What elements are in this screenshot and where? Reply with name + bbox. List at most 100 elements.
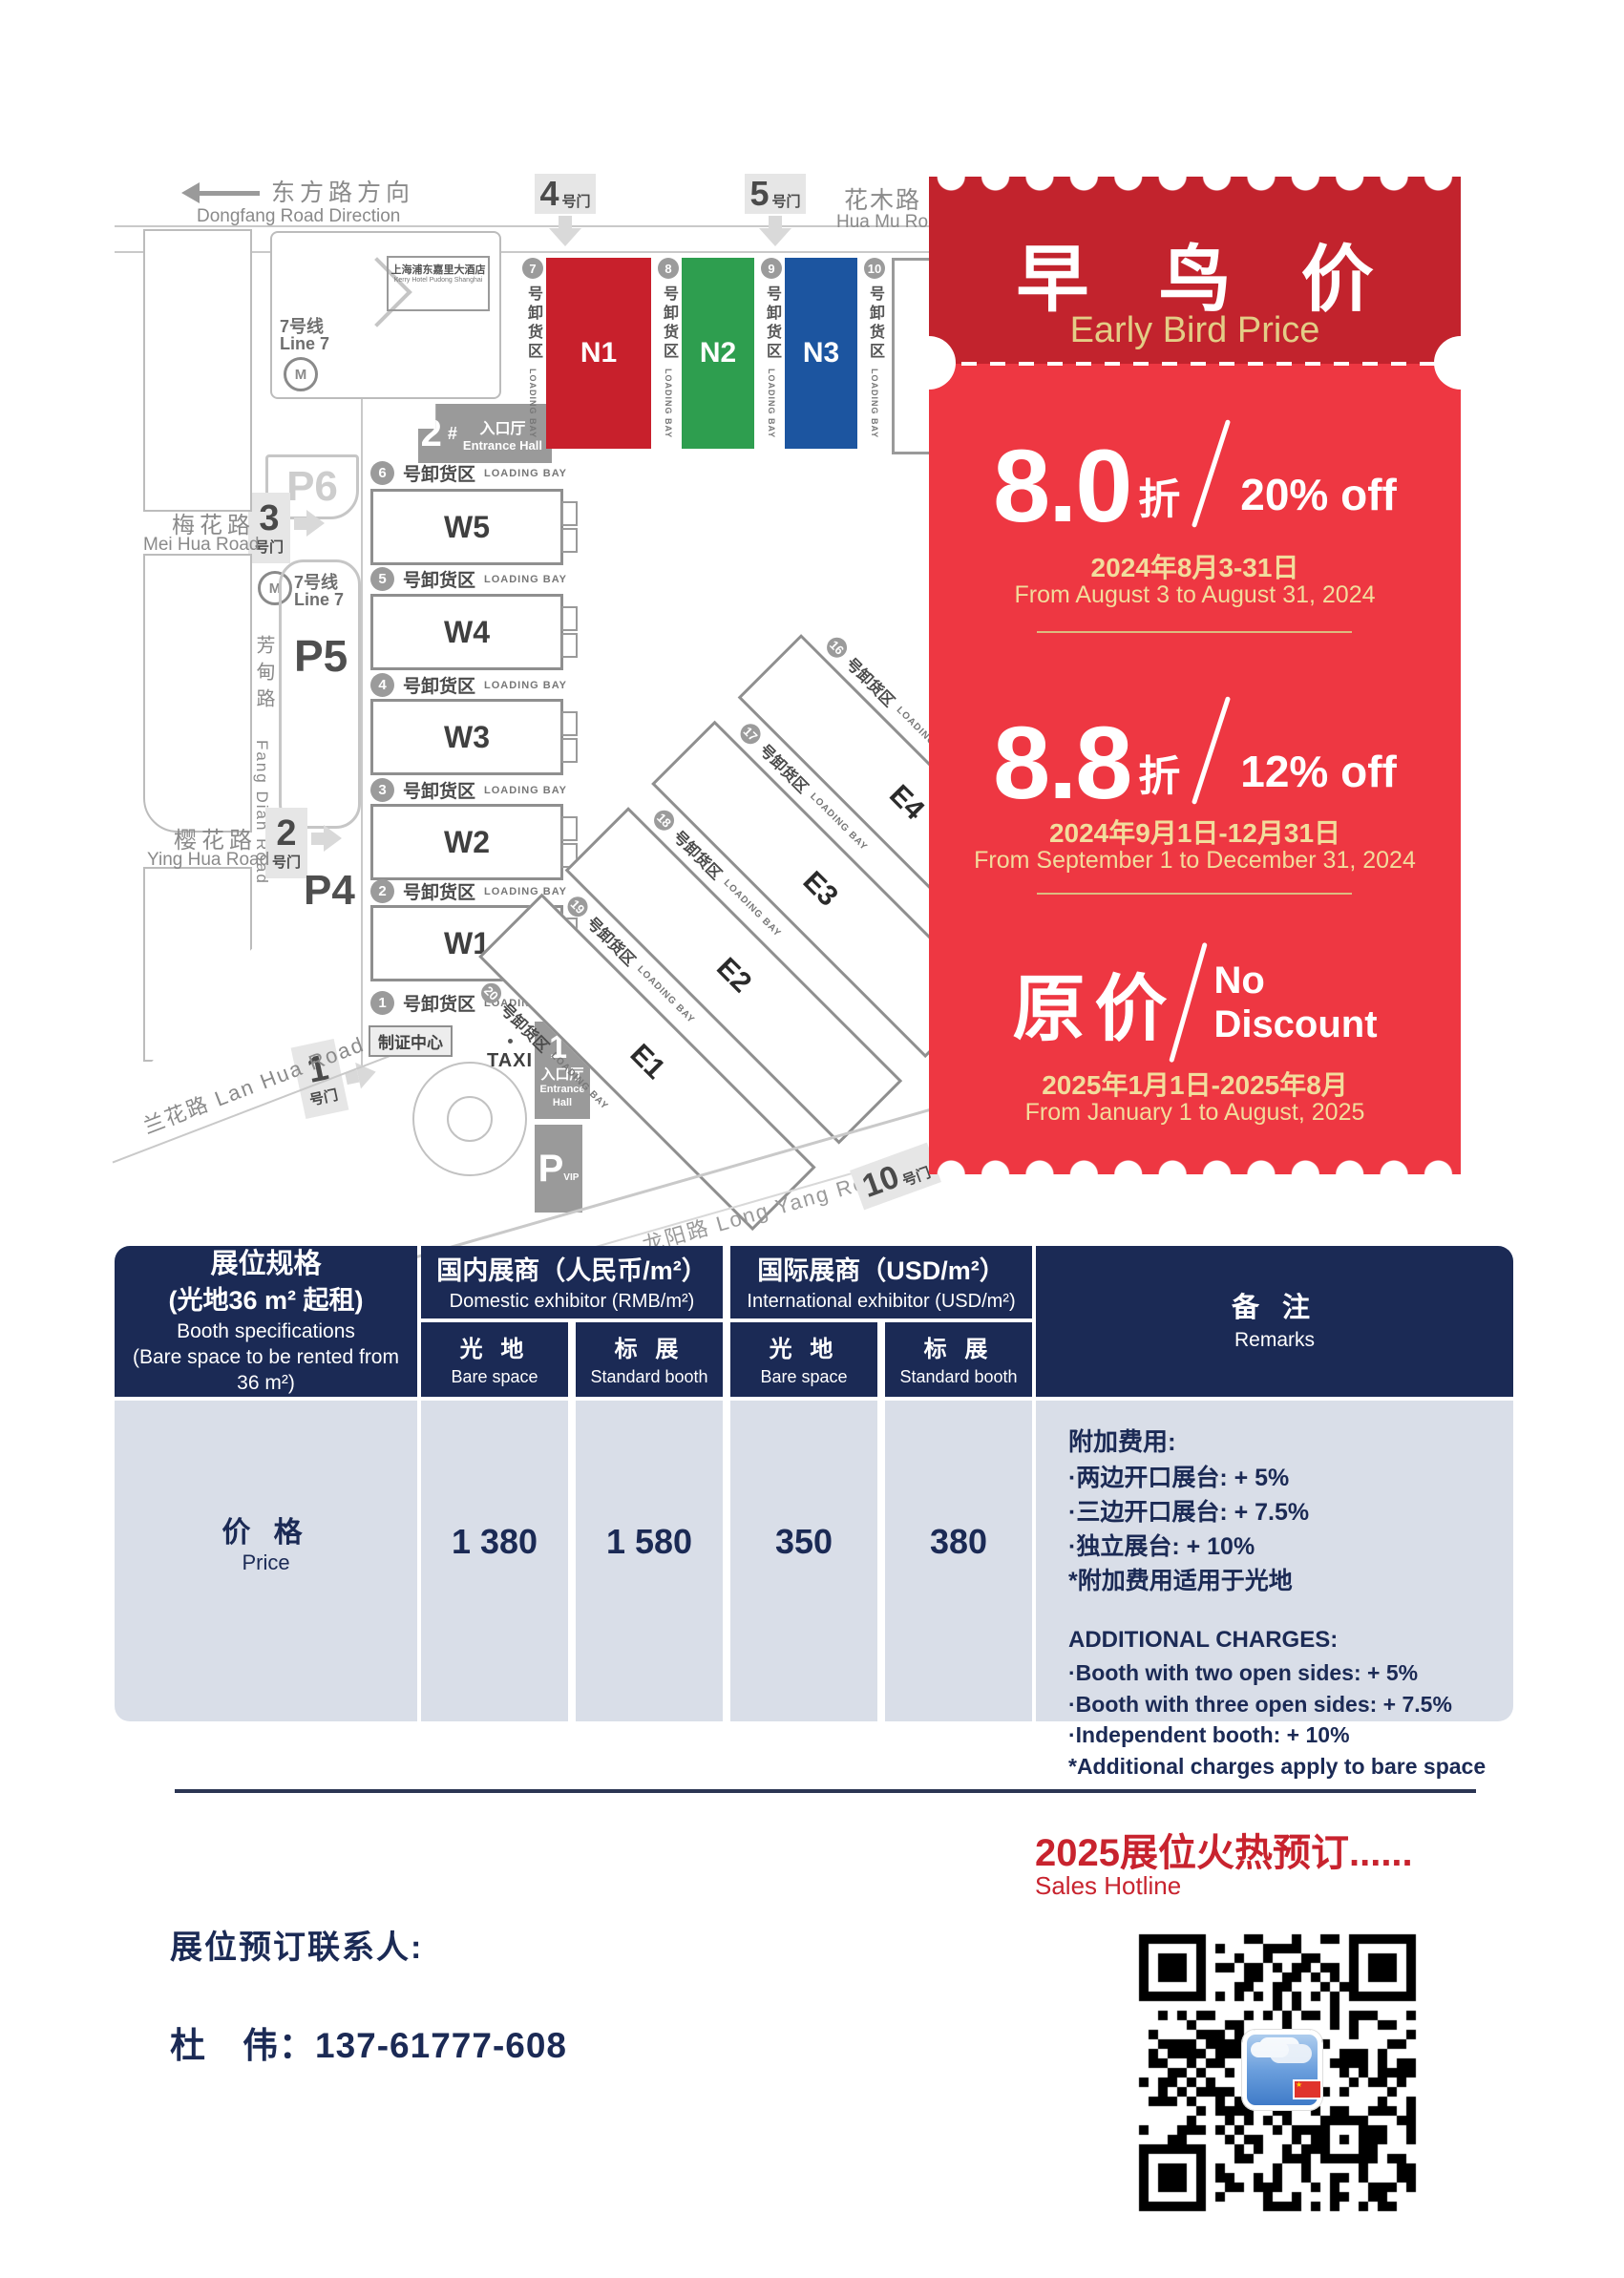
bay-3-number: 3	[370, 778, 394, 802]
bay-4-label-en: LOADING BAY	[484, 679, 568, 691]
tier2-date-cn: 2024年9月1日-12月31日	[1048, 818, 1341, 848]
badge-center-box: 制证中心	[369, 1025, 453, 1057]
metro2-line7-cn: 7号线	[294, 573, 339, 592]
bay-19-number: 19	[563, 892, 593, 921]
tier2-date-en: From September 1 to December 31, 2024	[974, 847, 1416, 874]
tier3-date-cn: 2025年1月1日-2025年8月	[1042, 1070, 1348, 1100]
tier2-discount: 12% off	[1240, 747, 1397, 796]
bay-7-label-cn: 号卸货区	[525, 285, 541, 362]
contact-label: 展位预订联系人:	[170, 1930, 424, 1966]
contact-name: 杜 伟：	[170, 2026, 315, 2065]
city-block-b	[143, 554, 252, 833]
bay-2-label-en: LOADING BAY	[484, 885, 568, 897]
pricing-table: 展位规格 (光地36 m² 起租) Booth specifications (…	[115, 1246, 1513, 1779]
bay-2-number: 2	[370, 879, 394, 903]
road-label-meihua-en: Mei Hua Road	[143, 535, 260, 555]
loading-bay-10: 10 号卸货区 LOADING BAY	[861, 258, 888, 438]
bay-6-label-en: LOADING BAY	[484, 467, 568, 479]
metro-line7-en: Line 7	[280, 334, 330, 353]
addl-en-3: ·Independent booth: + 10%	[1068, 1722, 1350, 1748]
tier3-row: 原价 No Discount	[929, 940, 1461, 1065]
bay-8-number: 8	[658, 258, 679, 279]
bay-9-label-en: LOADING BAY	[767, 369, 776, 439]
road-label-dongfang-cn: 东方路方向	[271, 179, 415, 206]
bay-10-label-en: LOADING BAY	[870, 369, 879, 439]
intl-bare-cn: 光 地	[769, 1336, 839, 1362]
taxi-dot	[508, 1039, 513, 1044]
loading-bay-2: 2 号卸货区 LOADING BAY	[370, 878, 567, 904]
tier1-rate-row: 8.0 折 20% off	[929, 417, 1461, 538]
entrance-2-hash: #	[447, 423, 457, 443]
city-block-a	[143, 229, 252, 512]
price-intl-bare: 350	[730, 1401, 877, 1721]
addl-cn-title: 附加费用:	[1068, 1427, 1176, 1456]
domestic-en: Domestic exhibitor (RMB/m²)	[449, 1290, 695, 1312]
road-label-yinghua-cn: 樱花路	[174, 828, 257, 854]
contact-phone: 137-61777-608	[315, 2026, 567, 2065]
bay-1-label-cn: 号卸货区	[403, 995, 476, 1015]
bay-10-label-cn: 号卸货区	[867, 285, 883, 362]
tier2-rate: 8.8	[993, 705, 1132, 821]
qr-center-logo: ★	[1242, 2030, 1322, 2110]
addl-cn-1: ·两边开口展台: + 5%	[1068, 1465, 1290, 1491]
bay-2-label-cn: 号卸货区	[403, 883, 476, 903]
header-international: 国际展商（USD/m²） International exhibitor (US…	[730, 1246, 1032, 1318]
entrance-1-en: Entrance Hall	[539, 1084, 585, 1108]
bay-17-number: 17	[736, 719, 766, 749]
road-label-huamu-cn: 花木路	[844, 187, 922, 214]
gate-10: 10 号门	[850, 1142, 941, 1211]
city-block-c	[143, 867, 252, 1062]
parking-vip-sub: VIP	[563, 1171, 580, 1183]
intl-bare-en: Bare space	[760, 1366, 848, 1386]
qr-logo-flag-icon: ★	[1295, 2081, 1320, 2098]
lanhua-road-line	[112, 1038, 434, 1164]
loading-bay-8: 8 号卸货区 LOADING BAY	[655, 258, 682, 438]
inner-road-line	[361, 254, 363, 1075]
hall-n1: N1	[546, 258, 651, 449]
addl-en-1: ·Booth with two open sides: + 5%	[1068, 1660, 1419, 1685]
intl-en: International exhibitor (USD/m²)	[747, 1290, 1016, 1312]
gate-4-number: 4	[539, 174, 559, 213]
header-dom-standard: 标 展 Standard booth	[576, 1322, 723, 1397]
intl-std-en: Standard booth	[899, 1366, 1018, 1386]
bay-10-number: 10	[864, 258, 885, 279]
gate-2-number: 2	[276, 812, 297, 854]
ticket-title-en: Early Bird Price	[1069, 310, 1320, 350]
gate-10-number: 10	[857, 1158, 904, 1205]
bay-8-label-en: LOADING BAY	[664, 369, 673, 439]
dom-bare-en: Bare space	[451, 1366, 538, 1386]
header-intl-bare: 光 地 Bare space	[730, 1322, 877, 1397]
remarks-cn: 备 注	[1231, 1292, 1318, 1323]
metro-line7-cn: 7号线	[280, 317, 325, 336]
sales-headline: 2025展位火热预订......	[1035, 1832, 1413, 1874]
header-remarks: 备 注 Remarks	[1036, 1246, 1513, 1397]
roundabout-center	[447, 1096, 493, 1142]
hotel-name-en: Kerry Hotel Pudong Shanghai	[393, 277, 483, 284]
hotel-label-box: 上海浦东嘉里大酒店 Kerry Hotel Pudong Shanghai	[387, 256, 490, 311]
addl-en-title: ADDITIONAL CHARGES:	[1068, 1627, 1339, 1653]
west-arrow-icon	[181, 182, 260, 203]
bay-9-number: 9	[761, 258, 782, 279]
ticket-header	[929, 177, 1461, 364]
ticket-notch-left	[902, 336, 956, 390]
remarks-en: Remarks	[1234, 1328, 1315, 1351]
entrance-2-number: 2	[420, 412, 442, 454]
header-domestic: 国内展商（人民币/m²） Domestic exhibitor (RMB/m²)	[421, 1246, 723, 1318]
ticket-notch-right	[1434, 336, 1487, 390]
tier2-slash	[1192, 696, 1232, 805]
bay-7-number: 7	[522, 258, 543, 279]
gate-4-suffix: 号门	[561, 193, 591, 210]
venue-map: 东方路方向 Dongfang Road Direction 4 号门 5 号门 …	[112, 115, 1076, 1293]
addl-en-2: ·Booth with three open sides: + 7.5%	[1068, 1691, 1452, 1717]
parking-vip: P VIP	[535, 1125, 582, 1213]
bay-1-number: 1	[370, 991, 394, 1015]
bay-18-number: 18	[650, 806, 679, 834]
roundabout	[412, 1062, 527, 1176]
entrance-1-cn: 入口厅	[540, 1066, 584, 1084]
intl-std-cn: 标 展	[923, 1336, 994, 1362]
hall-n3: N3	[785, 258, 857, 449]
dom-std-en: Standard booth	[590, 1366, 708, 1386]
bay-6-label-cn: 号卸货区	[403, 465, 476, 485]
tier3-date-en: From January 1 to August, 2025	[1024, 1099, 1365, 1126]
